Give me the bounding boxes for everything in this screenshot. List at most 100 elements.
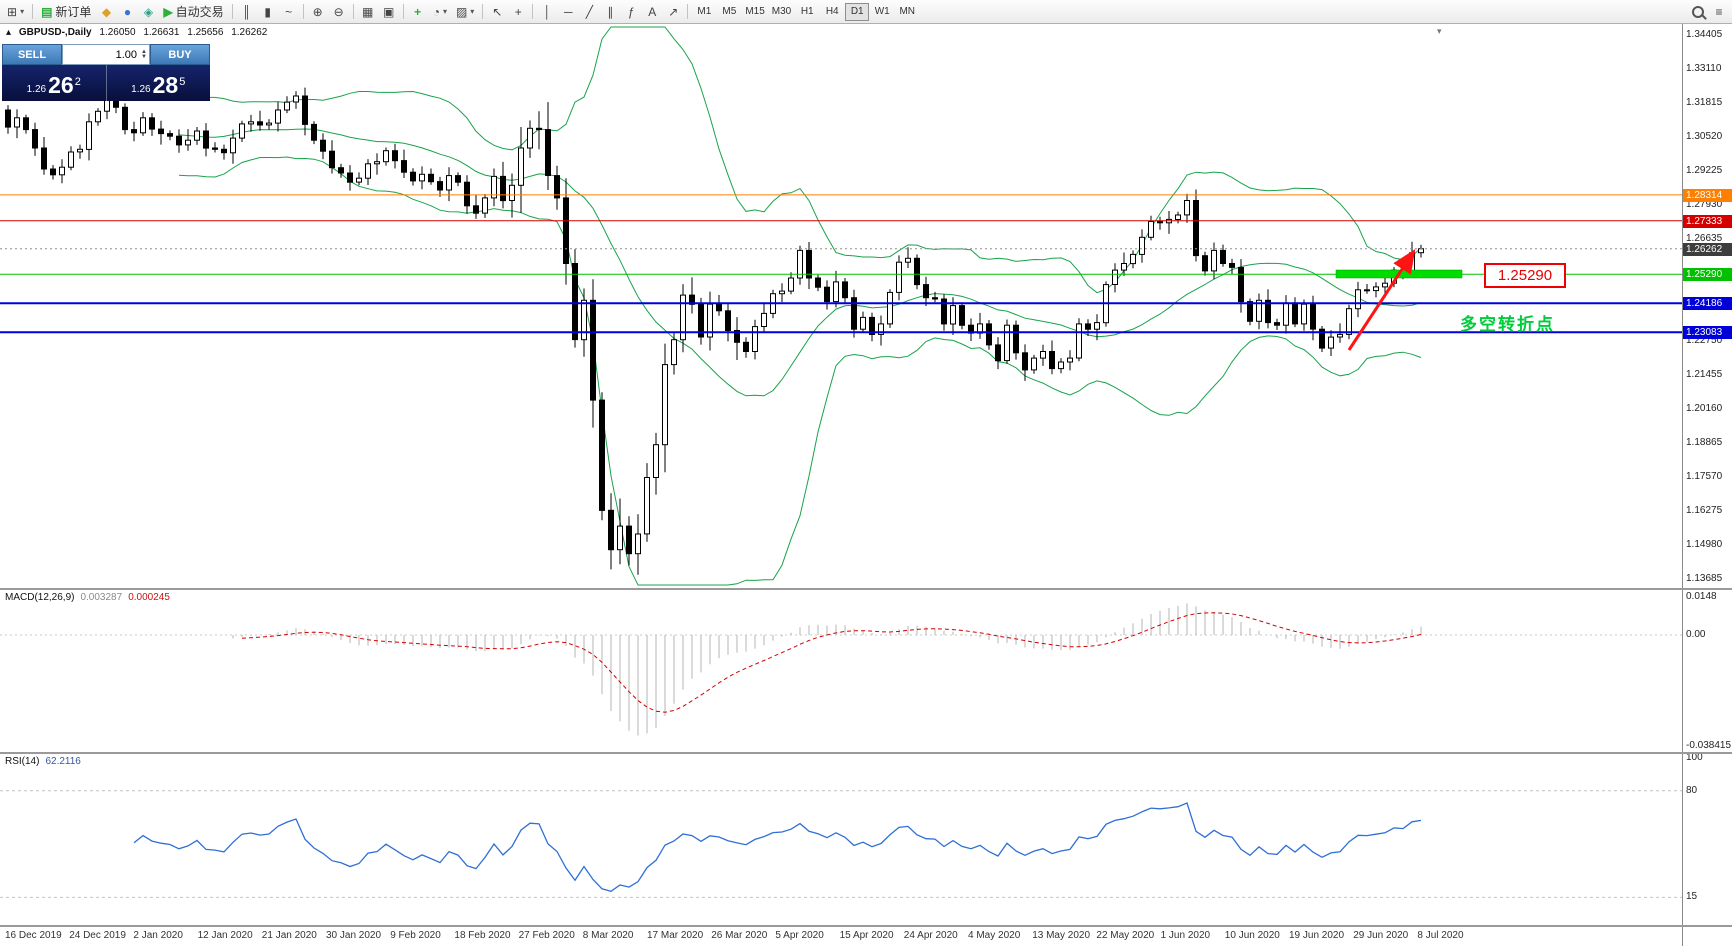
volume-input[interactable]	[63, 47, 140, 62]
zoom-out-button[interactable]: ⊖	[329, 2, 349, 22]
timeframe-m1-button[interactable]: M1	[692, 3, 716, 21]
collapse-oneclick-icon[interactable]: ▴	[6, 27, 12, 38]
chevron-down-icon: ▾	[470, 7, 475, 16]
price-axis-label: 1.29225	[1686, 165, 1723, 176]
community-button[interactable]: ●	[117, 2, 137, 22]
candle-body	[1121, 263, 1127, 271]
candle-body	[32, 129, 38, 149]
tile-windows-button[interactable]: ▦	[358, 2, 378, 22]
candle-body	[545, 129, 551, 177]
trendline-button[interactable]: ╱	[579, 2, 599, 22]
date-axis-label: 2 Jan 2020	[133, 930, 183, 941]
candle-body	[815, 277, 821, 288]
time-axis[interactable]: 16 Dec 2019 24 Dec 2019 2 Jan 2020 12 Jan 2…	[0, 927, 1682, 946]
crosshair-icon: +	[514, 4, 522, 19]
price-chart-canvas[interactable]	[0, 0, 1682, 925]
candle-body	[761, 312, 767, 327]
sell-price[interactable]: 1.26 26 2	[2, 65, 107, 101]
candle-body	[14, 117, 20, 128]
auto-arrange-button[interactable]: ▣	[379, 2, 399, 22]
fibonacci-button[interactable]: ƒ	[621, 2, 641, 22]
periods-button[interactable]: ◔ ▾	[429, 2, 451, 22]
timeframe-m15-button[interactable]: M15	[742, 3, 767, 21]
open-value: 1.26050	[99, 27, 136, 38]
candlestick-chart-button[interactable]: ▮	[258, 2, 278, 22]
vertical-line-button[interactable]: │	[537, 2, 557, 22]
timeframe-h4-button[interactable]: H4	[820, 3, 844, 21]
macd-panel-splitter[interactable]	[0, 588, 1732, 590]
date-axis-label: 15 Apr 2020	[839, 930, 894, 941]
candle-body	[779, 290, 785, 295]
candle-body	[959, 305, 965, 326]
candle-body	[905, 257, 911, 263]
candle-body	[473, 205, 479, 214]
mql5-button[interactable]: ◆	[96, 2, 116, 22]
candle-body	[167, 133, 173, 137]
indicators-button[interactable]: +	[408, 2, 428, 22]
menu-button[interactable]: ≡	[1709, 2, 1729, 22]
cursor-tool-button[interactable]: ↖	[487, 2, 507, 22]
market-button[interactable]: ◈	[138, 2, 158, 22]
timeframe-d1-button[interactable]: D1	[845, 2, 870, 21]
stepper-up-icon[interactable]: ▲	[141, 48, 147, 55]
candle-body	[302, 95, 308, 125]
timeframe-h1-button[interactable]: H1	[795, 3, 819, 21]
date-axis-label: 24 Dec 2019	[69, 930, 126, 941]
bid-ask-display: 1.26 26 2 1.26 28 5	[2, 65, 210, 101]
candle-body	[365, 163, 371, 179]
candle-body	[1364, 289, 1370, 292]
date-axis-label: 27 Feb 2020	[518, 930, 575, 941]
candle-body	[95, 110, 101, 123]
timeframe-mn-button[interactable]: MN	[895, 3, 919, 21]
sell-button[interactable]: SELL	[2, 44, 62, 65]
bollinger-band-line	[178, 26, 1422, 294]
candle-body	[401, 160, 407, 173]
text-tool-button[interactable]: A	[642, 2, 662, 22]
timeframe-w1-button[interactable]: W1	[870, 3, 894, 21]
text-tool-icon: A	[648, 4, 657, 19]
turning-point-note[interactable]: 多空转折点	[1460, 315, 1555, 334]
bar-chart-button[interactable]: ║	[237, 2, 257, 22]
date-axis-label: 26 Mar 2020	[711, 930, 768, 941]
autotrade-play-icon: ▶	[163, 4, 173, 19]
level-price-tag[interactable]: 1.25290	[1484, 263, 1566, 288]
new-order-button[interactable]: ▤ 新订单	[37, 2, 95, 22]
candle-body	[1076, 323, 1082, 359]
buy-button[interactable]: BUY	[150, 44, 210, 65]
price-axis[interactable]: 1.34405 1.33110 1.31815 1.30520 1.29225 1.279…	[1682, 24, 1732, 946]
candle-body	[320, 139, 326, 152]
timeframe-m5-button[interactable]: M5	[717, 3, 741, 21]
new-chart-button[interactable]: ⊞ ▾	[3, 2, 28, 22]
volume-stepper[interactable]: ▲ ▼	[139, 48, 149, 60]
candle-body	[293, 95, 299, 103]
date-axis-label: 10 Jun 2020	[1224, 930, 1280, 941]
candle-body	[131, 129, 137, 134]
channel-button[interactable]: ∥	[600, 2, 620, 22]
autotrade-button[interactable]: ▶ 自动交易	[159, 2, 227, 22]
buy-price[interactable]: 1.26 28 5	[107, 65, 211, 101]
candle-body	[716, 303, 722, 312]
candle-body	[86, 121, 92, 150]
search-button[interactable]	[1688, 2, 1708, 22]
zoom-in-button[interactable]: ⊕	[308, 2, 328, 22]
candle-body	[932, 297, 938, 300]
candle-body	[644, 477, 650, 535]
channel-icon: ∥	[607, 4, 614, 19]
candle-body	[239, 123, 245, 139]
candle-body	[680, 294, 686, 341]
chart-shift-marker-icon[interactable]: ▾	[1437, 26, 1442, 36]
date-axis-label: 8 Mar 2020	[582, 930, 634, 941]
crosshair-tool-button[interactable]: +	[508, 2, 528, 22]
stepper-down-icon[interactable]: ▼	[141, 53, 147, 60]
horizontal-line-button[interactable]: ─	[558, 2, 578, 22]
trend-arrow[interactable]	[1347, 248, 1416, 351]
price-axis-label: 1.31815	[1686, 97, 1723, 108]
bar-chart-icon: ║	[242, 4, 251, 19]
price-axis-label: 1.34405	[1686, 29, 1723, 40]
timeframe-m30-button[interactable]: M30	[769, 3, 794, 21]
date-axis-label: 29 Jun 2020	[1353, 930, 1409, 941]
line-chart-button[interactable]: ~	[279, 2, 299, 22]
templates-button[interactable]: ▨ ▾	[452, 2, 478, 22]
arrows-tool-button[interactable]: ↗	[663, 2, 683, 22]
rsi-panel-splitter[interactable]	[0, 752, 1732, 754]
